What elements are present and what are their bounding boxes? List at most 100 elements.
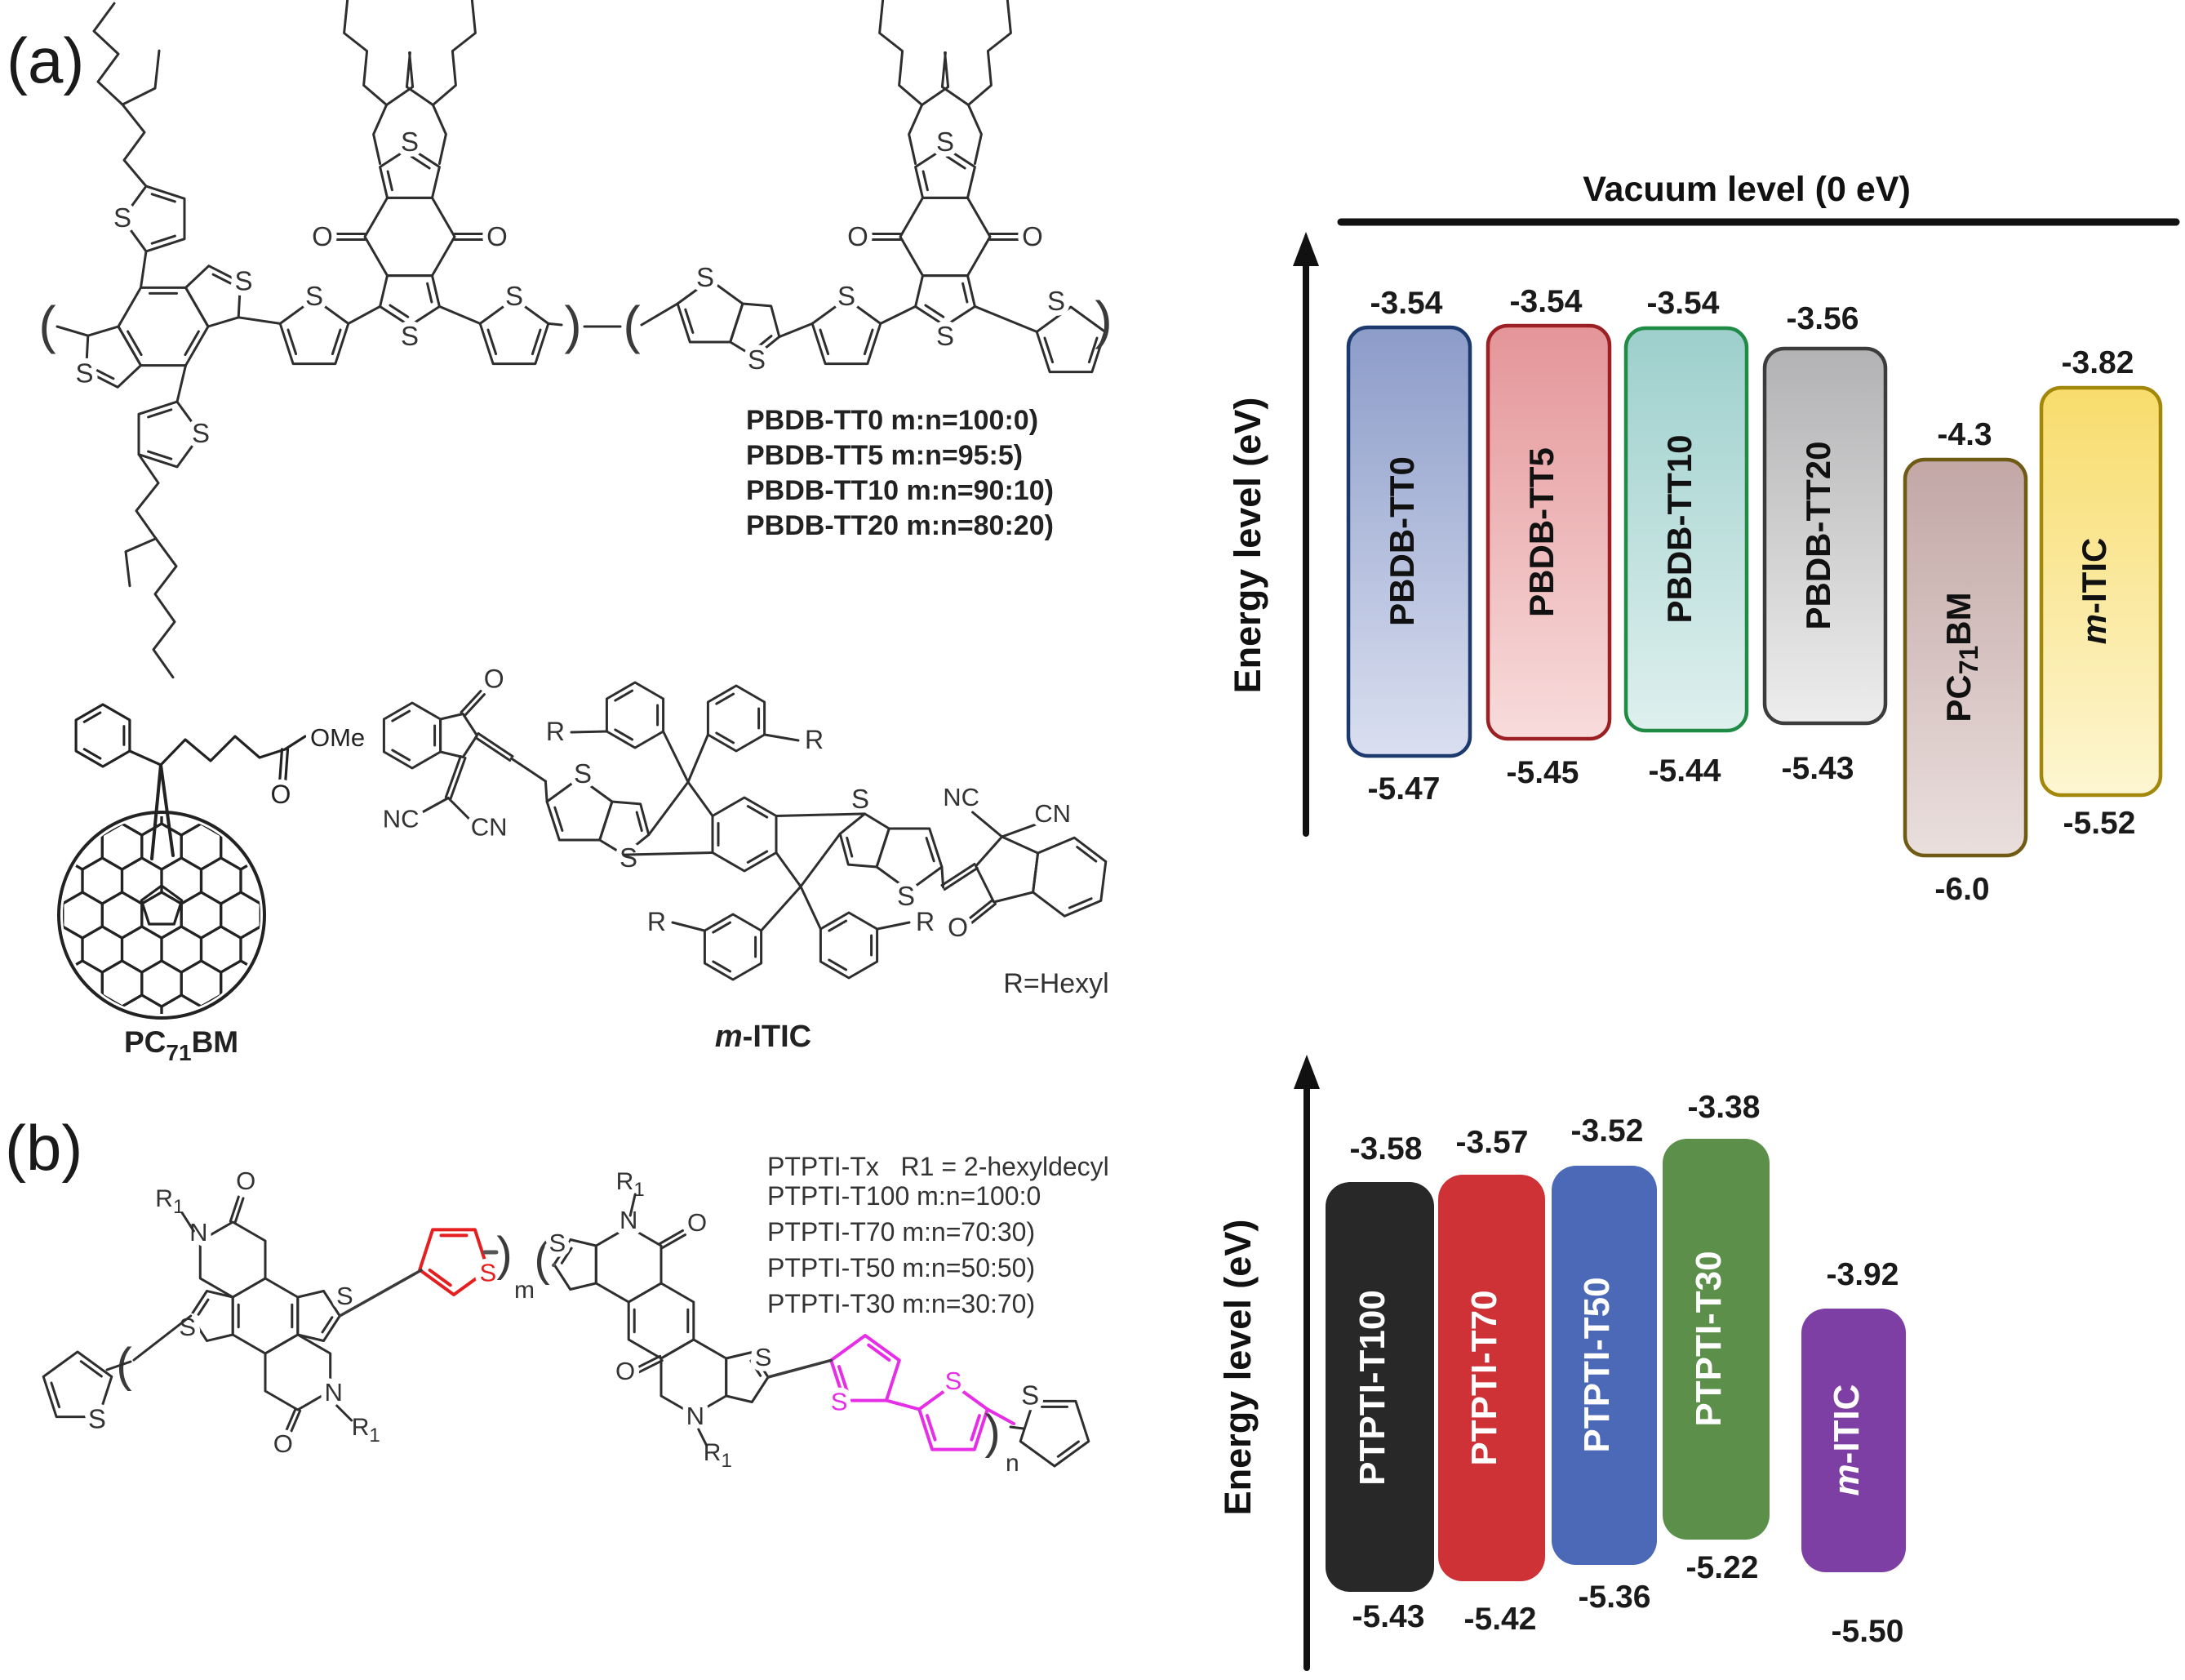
svg-text:(: ( <box>623 296 640 354</box>
svg-text:S: S <box>1021 1380 1039 1410</box>
svg-text:-3.54: -3.54 <box>1370 286 1443 321</box>
svg-text:-3.82: -3.82 <box>2062 345 2134 380</box>
svg-text:-5.36: -5.36 <box>1579 1580 1651 1615</box>
svg-text:-3.56: -3.56 <box>1787 301 1859 336</box>
svg-text:m-ITIC: m-ITIC <box>2075 538 2113 645</box>
svg-text:S: S <box>234 265 252 296</box>
svg-text:S: S <box>755 1343 772 1371</box>
svg-text:O: O <box>312 221 333 251</box>
svg-text:O: O <box>486 221 508 251</box>
svg-text:PTPTI-T70 m:n=70:30): PTPTI-T70 m:n=70:30) <box>767 1217 1035 1247</box>
svg-text:N: N <box>620 1206 637 1234</box>
svg-text:m-ITIC: m-ITIC <box>715 1020 811 1054</box>
svg-text:PBDB-TT5 m:n=95:5): PBDB-TT5 m:n=95:5) <box>746 440 1023 471</box>
svg-text:PTPTI-Tx R1 = 2-hexyldecyl: PTPTI-Tx R1 = 2-hexyldecyl <box>767 1152 1109 1181</box>
svg-text:-5.45: -5.45 <box>1507 755 1579 790</box>
svg-text:(a): (a) <box>7 24 84 96</box>
svg-text:O: O <box>236 1167 255 1195</box>
svg-text:R=Hexyl: R=Hexyl <box>1003 968 1108 999</box>
svg-text:NC: NC <box>943 783 979 811</box>
svg-text:): ) <box>564 296 581 354</box>
svg-text:R: R <box>805 725 824 754</box>
svg-text:R: R <box>916 907 935 936</box>
svg-text:-5.47: -5.47 <box>1368 771 1441 807</box>
svg-text:S: S <box>936 321 954 351</box>
svg-text:): ) <box>984 1406 1000 1459</box>
svg-text:N: N <box>686 1402 704 1430</box>
svg-text:(: ( <box>116 1339 131 1392</box>
svg-text:O: O <box>273 1429 293 1458</box>
svg-text:PTPTI-T50: PTPTI-T50 <box>1577 1277 1617 1452</box>
svg-text:PBDB-TT10: PBDB-TT10 <box>1660 434 1699 623</box>
svg-text:S: S <box>897 881 915 911</box>
svg-text:PTPTI-T100: PTPTI-T100 <box>1352 1290 1392 1486</box>
svg-text:S: S <box>479 1259 496 1287</box>
svg-text:NC: NC <box>383 805 420 833</box>
svg-text:S: S <box>505 281 523 311</box>
svg-text:-3.54: -3.54 <box>1647 286 1720 321</box>
svg-text:S: S <box>1047 286 1065 316</box>
svg-text:S: S <box>748 344 766 375</box>
svg-text:-3.38: -3.38 <box>1688 1090 1761 1125</box>
svg-text:O: O <box>948 913 968 942</box>
svg-text:S: S <box>113 202 131 233</box>
svg-text:-4.3: -4.3 <box>1937 417 1992 452</box>
svg-text:CN: CN <box>471 813 508 842</box>
svg-text:PTPTI-T30: PTPTI-T30 <box>1689 1251 1729 1426</box>
svg-text:N: N <box>325 1378 343 1407</box>
svg-text:O: O <box>687 1208 707 1237</box>
svg-text:Vacuum level (0 eV): Vacuum level (0 eV) <box>1583 170 1911 209</box>
svg-text:PBDB-TT0: PBDB-TT0 <box>1383 456 1421 626</box>
svg-text:(: ( <box>38 296 56 354</box>
svg-text:R: R <box>647 907 666 936</box>
svg-text:S: S <box>620 842 637 873</box>
svg-text:S: S <box>831 1388 848 1416</box>
svg-text:-5.22: -5.22 <box>1686 1550 1759 1585</box>
svg-text:OMe: OMe <box>310 723 365 752</box>
svg-text:S: S <box>945 1367 962 1395</box>
svg-text:PTPTI-T100 m:n=100:0: PTPTI-T100 m:n=100:0 <box>767 1181 1041 1211</box>
svg-text:PTPTI-T70: PTPTI-T70 <box>1464 1290 1504 1465</box>
svg-text:O: O <box>847 221 868 251</box>
svg-text:PC71BM: PC71BM <box>1939 592 1983 722</box>
svg-text:S: S <box>549 1229 566 1257</box>
svg-text:(b): (b) <box>5 1112 82 1184</box>
svg-text:O: O <box>1022 221 1043 251</box>
svg-text:-5.44: -5.44 <box>1649 753 1721 789</box>
svg-text:S: S <box>192 418 210 448</box>
svg-text:S: S <box>336 1282 353 1310</box>
svg-text:PBDB-TT0 m:n=100:0): PBDB-TT0 m:n=100:0) <box>746 405 1038 436</box>
svg-text:-5.52: -5.52 <box>2063 806 2136 841</box>
svg-text:S: S <box>401 321 419 351</box>
svg-text:PBDB-TT20 m:n=80:20): PBDB-TT20 m:n=80:20) <box>746 510 1054 541</box>
svg-text:-5.43: -5.43 <box>1782 751 1854 786</box>
svg-text:S: S <box>936 127 954 157</box>
svg-text:S: S <box>305 281 323 311</box>
svg-text:PTPTI-T50 m:n=50:50): PTPTI-T50 m:n=50:50) <box>767 1253 1035 1282</box>
svg-text:N: N <box>189 1218 207 1247</box>
svg-text:S: S <box>401 127 419 157</box>
svg-text:S: S <box>837 281 855 311</box>
svg-text:S: S <box>696 262 714 292</box>
svg-text:PTPTI-T30 m:n=30:70): PTPTI-T30 m:n=30:70) <box>767 1289 1035 1318</box>
svg-text:-6.0: -6.0 <box>1934 872 1989 907</box>
svg-text:R: R <box>546 717 565 746</box>
svg-text:PBDB-TT10 m:n=90:10): PBDB-TT10 m:n=90:10) <box>746 475 1054 506</box>
svg-text:Energy level (eV): Energy level (eV) <box>1217 1220 1259 1516</box>
svg-text:-3.54: -3.54 <box>1510 284 1583 319</box>
svg-text:-3.58: -3.58 <box>1350 1131 1423 1167</box>
svg-text:-3.57: -3.57 <box>1456 1125 1529 1160</box>
svg-text:CN: CN <box>1034 799 1071 828</box>
svg-text:-3.52: -3.52 <box>1571 1113 1644 1149</box>
svg-text:): ) <box>1095 291 1112 349</box>
svg-text:-5.43: -5.43 <box>1352 1599 1425 1634</box>
svg-text:n: n <box>1006 1450 1019 1477</box>
svg-text:S: S <box>851 784 869 814</box>
svg-text:m-ITIC: m-ITIC <box>1827 1384 1867 1496</box>
svg-text:O: O <box>271 780 291 809</box>
svg-text:S: S <box>574 758 592 789</box>
svg-text:PBDB-TT5: PBDB-TT5 <box>1522 447 1561 617</box>
svg-text:S: S <box>88 1404 106 1434</box>
svg-text:O: O <box>484 664 504 694</box>
svg-text:PBDB-TT20: PBDB-TT20 <box>1799 441 1837 629</box>
